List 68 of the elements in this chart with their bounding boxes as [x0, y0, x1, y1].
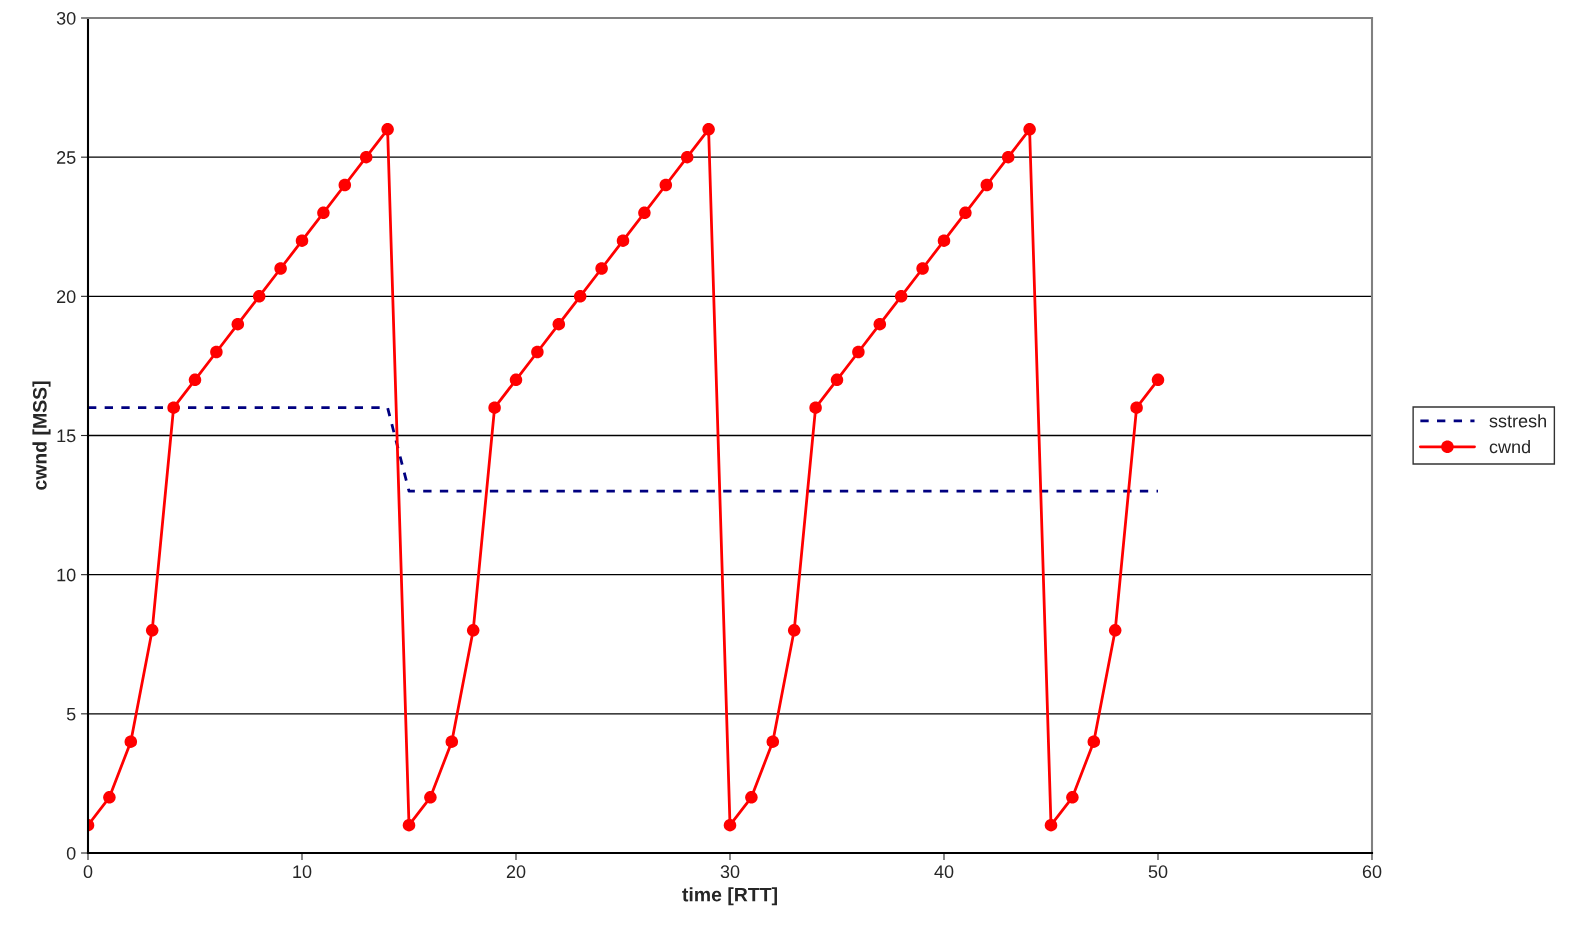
point: [894, 290, 908, 303]
point: [809, 401, 822, 414]
point: [659, 178, 673, 192]
point: [145, 624, 159, 637]
point: [595, 262, 608, 275]
point: [766, 735, 780, 748]
legend-label: cwnd: [1489, 440, 1530, 454]
point: [103, 791, 116, 804]
point: [1066, 791, 1079, 804]
x-axis-title: time [RTT]: [682, 887, 777, 906]
point: [1001, 150, 1015, 164]
y-tick-label: 20: [57, 290, 76, 304]
point: [531, 345, 544, 359]
point: [745, 791, 758, 804]
point: [1108, 624, 1122, 637]
point: [252, 290, 266, 303]
point: [231, 317, 245, 331]
y-tick-label: 0: [66, 846, 76, 860]
point: [830, 373, 844, 387]
point: [295, 234, 309, 247]
point: [424, 791, 437, 804]
point: [702, 123, 715, 136]
point: [338, 178, 352, 192]
point: [167, 401, 180, 414]
point: [488, 401, 501, 414]
point: [274, 262, 287, 275]
y-tick-label: 10: [57, 568, 76, 582]
point: [1130, 401, 1143, 414]
point: [1023, 123, 1036, 136]
point: [509, 373, 523, 387]
point: [402, 818, 416, 832]
point: [616, 234, 630, 247]
point: [552, 317, 566, 331]
point: [573, 290, 587, 303]
x-tick-label: 60: [1362, 865, 1382, 879]
x-tick-label: 50: [1148, 865, 1168, 879]
point: [980, 178, 994, 192]
point: [916, 262, 929, 275]
x-tick-label: 10: [293, 865, 312, 879]
point: [317, 206, 330, 220]
point: [445, 735, 459, 748]
point: [1087, 735, 1101, 748]
point: [359, 150, 373, 164]
point: [210, 345, 223, 359]
point: [959, 206, 972, 220]
point: [937, 234, 951, 247]
x-tick-label: 40: [934, 865, 954, 879]
y-tick-label: 25: [57, 151, 76, 164]
point: [852, 345, 865, 359]
x-tick-label: 20: [506, 865, 526, 879]
point: [124, 735, 138, 748]
y-tick-label: 15: [57, 429, 76, 443]
y-tick-label: 5: [66, 707, 76, 721]
point: [723, 818, 737, 832]
y-axis-title: cwnd [MSS]: [32, 381, 51, 490]
point: [680, 150, 694, 164]
point: [1151, 373, 1165, 387]
point: [381, 123, 394, 136]
point: [873, 317, 887, 331]
point: [787, 624, 801, 637]
point: [466, 624, 480, 637]
x-tick-label: 0: [83, 865, 93, 879]
legend-label: sstresh: [1489, 414, 1546, 428]
point: [1044, 818, 1058, 832]
point: [638, 206, 651, 220]
x-tick-label: 30: [720, 865, 740, 879]
y-tick-label: 30: [56, 11, 76, 25]
point: [188, 373, 202, 387]
